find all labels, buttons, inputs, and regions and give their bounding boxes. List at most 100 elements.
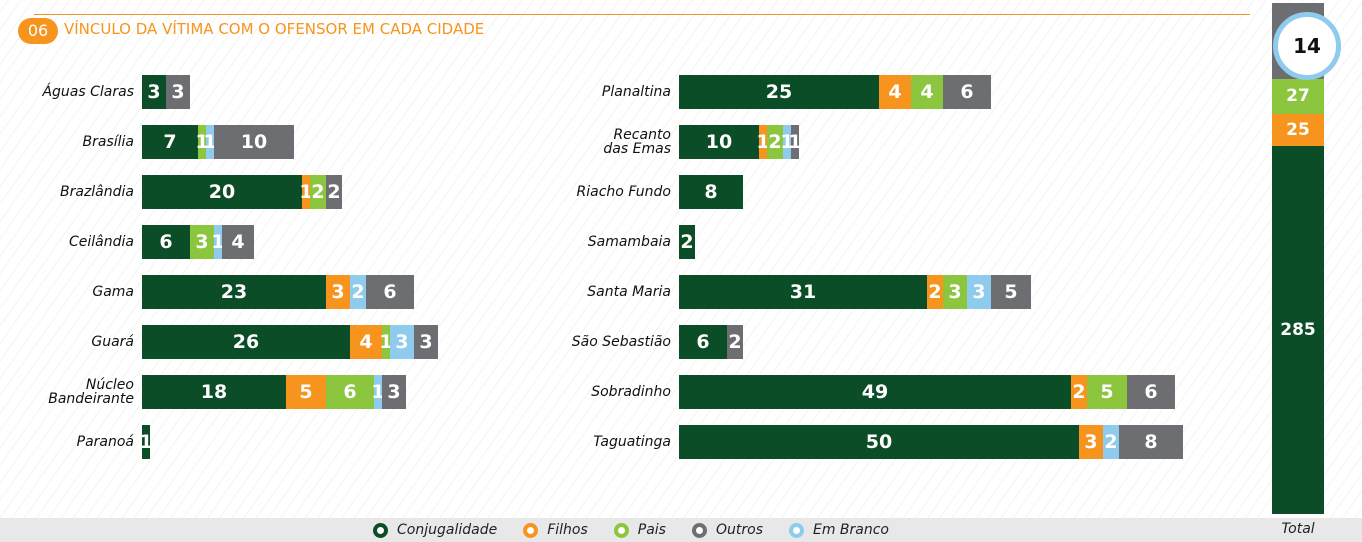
category-label: Ceilândia — [69, 234, 134, 250]
total-segment: 27 — [1272, 78, 1324, 114]
bar-segment: 8 — [679, 175, 743, 209]
category-label: Águas Claras — [42, 84, 134, 100]
legend-label: Conjugalidade — [397, 522, 498, 538]
section-title: VÍNCULO DA VÍTIMA COM O OFENSOR EM CADA … — [64, 20, 485, 38]
legend-swatch — [523, 522, 539, 538]
total-label: Total — [1281, 521, 1315, 537]
bar-value-label: 18 — [200, 381, 228, 403]
legend-item: Outros — [691, 522, 763, 538]
bar-segment: 1 — [299, 175, 313, 209]
bar-value-label: 25 — [765, 81, 793, 103]
header-rule — [34, 14, 1250, 15]
bar-segment: 4 — [350, 325, 382, 359]
bar-value-label: 26 — [232, 331, 260, 353]
total-value-label: 27 — [1286, 86, 1310, 107]
total-segment: 285 — [1272, 146, 1324, 514]
legend-item: Conjugalidade — [373, 522, 497, 538]
bar-segment: 6 — [366, 275, 414, 309]
bar-segment: 3 — [142, 75, 166, 109]
bar-segment: 1 — [788, 125, 802, 159]
bar-value-label: 1 — [756, 131, 770, 153]
bar-value-label: 8 — [1144, 431, 1158, 453]
bar-value-label: 23 — [220, 281, 248, 303]
bar-segment: 2 — [927, 275, 943, 309]
bar-segment: 4 — [879, 75, 911, 109]
bar-segment: 6 — [943, 75, 991, 109]
bar-value-label: 1 — [780, 131, 794, 153]
category-label: Planaltina — [601, 84, 671, 100]
bar-value-label: 4 — [231, 231, 245, 253]
bar-value-label: 3 — [419, 331, 433, 353]
bar-value-label: 3 — [331, 281, 345, 303]
total-value-label: 285 — [1280, 320, 1316, 340]
bar-value-label: 2 — [327, 181, 341, 203]
legend-item: Em Branco — [788, 522, 889, 538]
bar-segment: 1 — [756, 125, 770, 159]
bar-segment: 2 — [727, 325, 743, 359]
category-label: Guará — [91, 334, 134, 350]
bar-value-label: 1 — [788, 131, 802, 153]
legend-item: Filhos — [523, 522, 588, 538]
bar-value-label: 3 — [972, 281, 986, 303]
bar-segment: 1 — [379, 325, 393, 359]
legend-swatch — [613, 522, 629, 538]
bar-value-label: 49 — [861, 381, 889, 403]
bar-value-label: 1 — [203, 131, 217, 153]
bar-value-label: 2 — [351, 281, 365, 303]
bar-value-label: 6 — [159, 231, 173, 253]
bar-segment: 3 — [190, 225, 214, 259]
bar-segment: 1 — [780, 125, 794, 159]
bar-segment: 3 — [1079, 425, 1103, 459]
category-label: Paranoá — [76, 434, 134, 450]
bar-value-label: 3 — [395, 331, 409, 353]
total-value-label: 25 — [1286, 119, 1310, 140]
bar-value-label: 3 — [195, 231, 209, 253]
legend-band — [0, 518, 1362, 542]
bar-segment: 2 — [350, 275, 366, 309]
legend-swatch — [788, 522, 804, 538]
bar-segment: 31 — [679, 275, 927, 309]
legend-label: Pais — [637, 522, 666, 538]
legend-label: Outros — [715, 522, 763, 538]
bar-value-label: 4 — [359, 331, 373, 353]
legend-label: Em Branco — [812, 522, 889, 538]
bar-segment: 3 — [390, 325, 414, 359]
bar-segment: 6 — [326, 375, 374, 409]
category-label: Brazlândia — [60, 184, 134, 200]
bar-segment: 3 — [166, 75, 190, 109]
bar-value-label: 3 — [387, 381, 401, 403]
bar-value-label: 3 — [1084, 431, 1098, 453]
bar-segment: 2 — [1071, 375, 1087, 409]
legend-item: Pais — [613, 522, 666, 538]
bar-value-label: 2 — [1072, 381, 1086, 403]
category-label: Sobradinho — [591, 384, 671, 400]
bar-segment: 3 — [382, 375, 406, 409]
total-segment: 25 — [1272, 113, 1324, 146]
bar-segment: 26 — [142, 325, 350, 359]
bar-segment: 25 — [679, 75, 879, 109]
bar-segment: 6 — [1127, 375, 1175, 409]
bar-value-label: 2 — [311, 181, 325, 203]
bar-value-label: 3 — [147, 81, 161, 103]
bar-value-label: 6 — [696, 331, 710, 353]
category-label: São Sebastião — [571, 334, 671, 350]
bar-segment: 2 — [310, 175, 326, 209]
bar-value-label: 5 — [299, 381, 313, 403]
section-number: 06 — [18, 18, 58, 44]
legend: Conjugalidade Filhos Pais Outros Em Branco — [0, 518, 1262, 542]
bar-value-label: 20 — [208, 181, 236, 203]
bar-segment: 6 — [142, 225, 190, 259]
bar-value-label: 2 — [768, 131, 782, 153]
bar-segment: 49 — [679, 375, 1071, 409]
bar-segment: 10 — [214, 125, 294, 159]
bar-segment: 4 — [222, 225, 254, 259]
bar-segment: 18 — [142, 375, 286, 409]
bar-value-label: 2 — [928, 281, 942, 303]
bar-segment: 20 — [142, 175, 302, 209]
bar-segment: 6 — [679, 325, 727, 359]
bar-value-label: 6 — [960, 81, 974, 103]
bar-segment: 1 — [139, 425, 153, 459]
total-em-branco: 14 — [1273, 12, 1341, 80]
bar-value-label: 6 — [383, 281, 397, 303]
